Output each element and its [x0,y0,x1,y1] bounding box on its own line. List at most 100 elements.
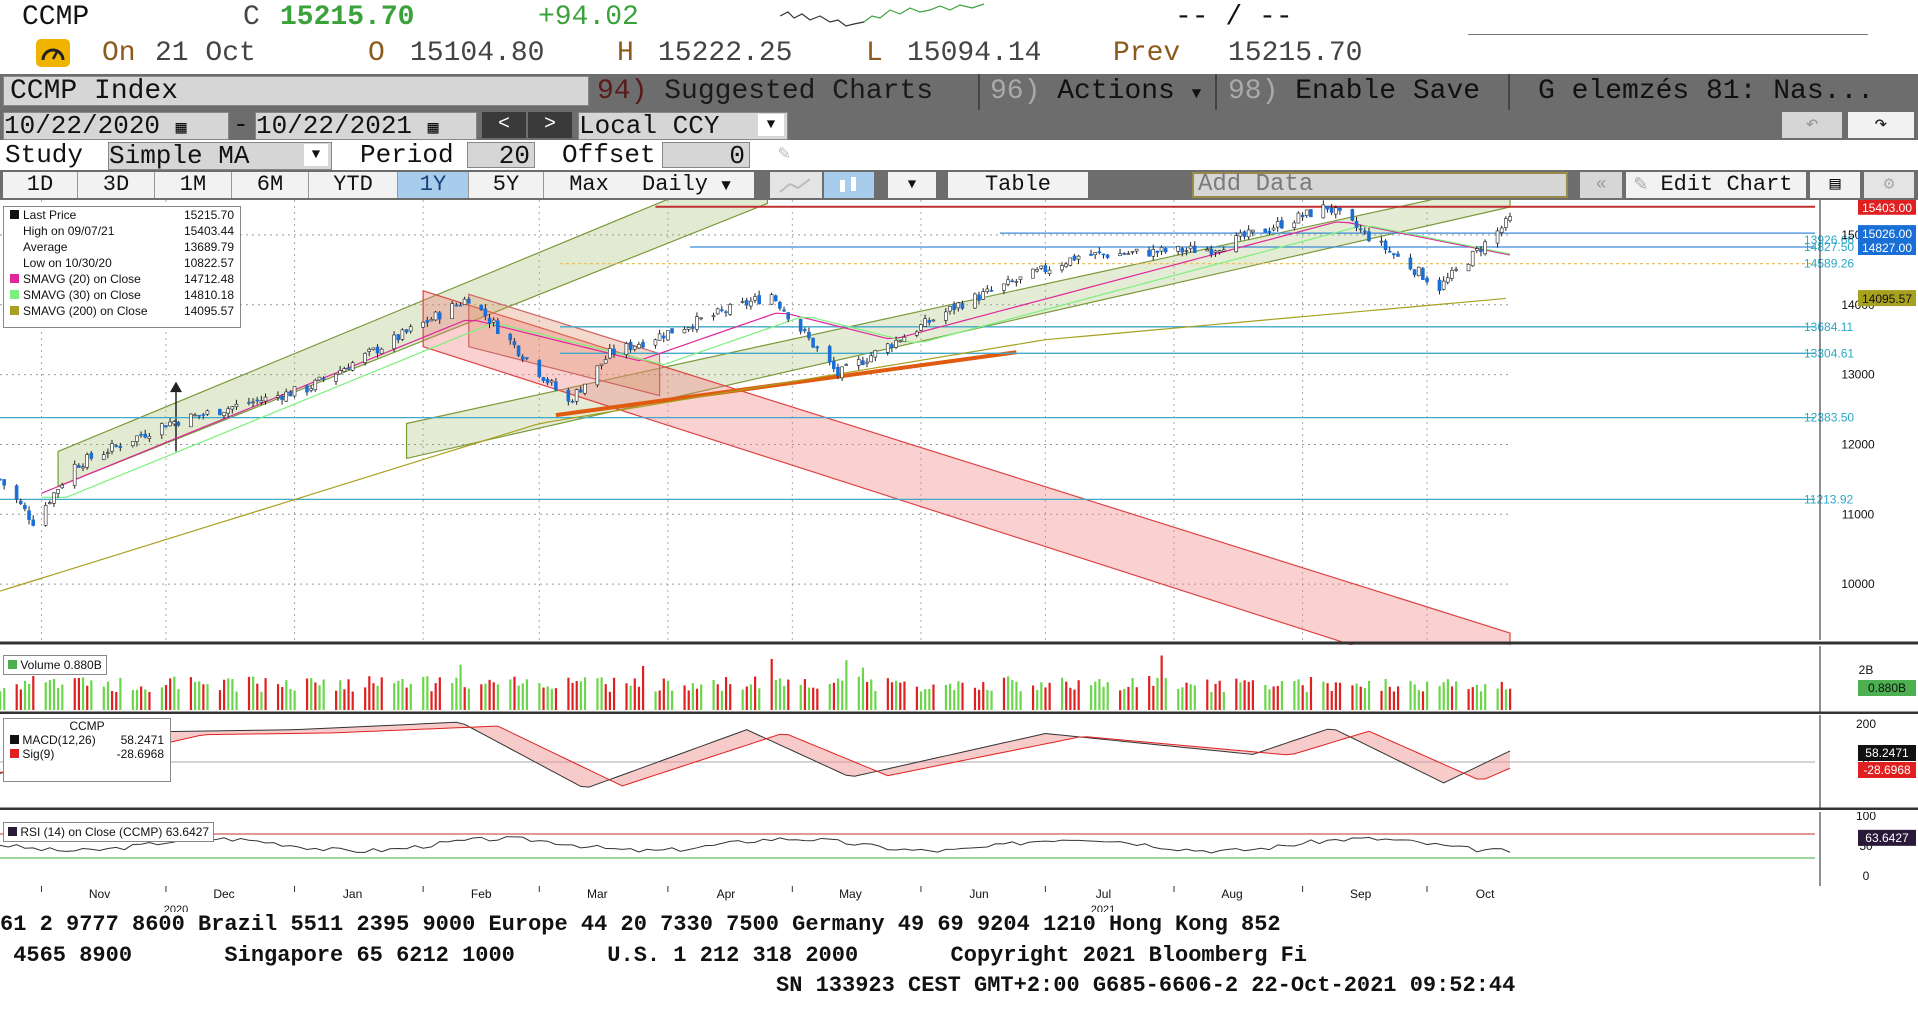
scroll-left-button[interactable]: < [482,112,526,138]
timeframe-5y[interactable]: 5Y [469,172,544,198]
timeframe-1m[interactable]: 1M [155,172,232,198]
volume-bar [990,690,993,710]
chevron-down-icon[interactable]: ▼ [758,114,784,136]
start-date-field[interactable]: 10/22/2020 ▦ [3,112,229,140]
high-value: 15222.25 [658,38,793,69]
edit-chart-button[interactable]: ✎ Edit Chart [1626,172,1806,198]
calendar-icon[interactable]: ▦ [427,119,439,139]
uptrend-channel [57,200,769,488]
volume-bar [1193,685,1196,710]
volume-bar [1413,684,1416,710]
volume-bar [741,689,744,710]
candle-body [931,319,936,322]
candle-chart-icon[interactable] [824,172,874,198]
timeframe-ytd[interactable]: YTD [309,172,398,198]
timeframe-1y[interactable]: 1Y [398,172,469,198]
end-date-field[interactable]: 10/22/2021 ▦ [255,112,477,140]
x-tick-label: Sep [1350,887,1372,901]
volume-bar [870,679,873,710]
line-chart-icon[interactable] [770,172,822,198]
legend-swatch [10,306,19,315]
table-button[interactable]: Table [948,172,1088,198]
volume-bar [1094,681,1097,710]
candle-body [740,300,745,303]
x-tick-label: May [839,887,862,901]
redo-icon[interactable]: ↷ [1848,112,1914,138]
currency-select[interactable]: Local CCY [578,112,788,140]
volume-bar [1060,677,1064,710]
volume-bar [339,680,342,710]
signal-value: -28.6968 [116,747,164,761]
on-label: On [102,38,136,69]
collapse-icon[interactable]: « [1580,172,1622,198]
candle-body [836,366,840,377]
candle-body [1450,270,1454,279]
candle-body [608,348,612,359]
chevron-down-icon[interactable]: ▼ [888,172,936,198]
pencil-icon[interactable]: ✎ [778,143,791,166]
calendar-icon[interactable]: ▦ [175,119,187,139]
candle-body [628,341,633,351]
candle-body [1275,221,1280,228]
candle-body [844,364,849,366]
volume-bar [223,679,226,710]
study-select[interactable]: Simple MA [108,142,332,170]
legend-row: High on 09/07/21 15403.44 [4,223,240,239]
chart-settings-icon[interactable]: ▤ [1810,172,1860,198]
candle-body [1130,251,1135,253]
enable-save-button[interactable]: 98) Enable Save [1228,74,1508,110]
timeframe-1d[interactable]: 1D [3,172,78,198]
candle-body [832,360,836,370]
candle-body [106,452,110,455]
volume-bar [1011,679,1014,710]
offset-input[interactable]: 0 [662,142,750,169]
candle-body [280,395,284,401]
candle-body [1234,235,1239,253]
candle-body [1089,253,1093,256]
actions-button[interactable]: 96) Actions ▼ [990,74,1215,110]
volume-bar [662,678,665,710]
volume-bar [1148,676,1151,710]
volume-bar [924,689,927,710]
chevron-down-icon[interactable]: ▼ [304,144,328,166]
candle-body [1217,250,1222,253]
volume-bar [1272,686,1275,710]
price-tag: 14827.00 [1858,239,1916,256]
volume-swatch [8,660,17,669]
periodicity-select[interactable]: Daily ▼ [632,172,754,198]
speedometer-icon[interactable] [36,39,70,67]
candle-body [894,339,898,348]
volume-bar [227,678,230,710]
candle-body [317,376,322,381]
volume-bar [231,679,234,710]
scroll-right-button[interactable]: > [528,112,572,138]
signal-line [0,725,1511,787]
price-tag-bg [1858,200,1916,215]
candle-body [72,463,77,486]
volume-bar [32,676,35,710]
volume-bar [426,676,429,710]
undo-icon[interactable]: ↶ [1782,112,1842,138]
period-input[interactable]: 20 [467,142,535,169]
volume-bar [691,683,694,710]
timeframe-6m[interactable]: 6M [232,172,309,198]
add-data-input[interactable]: Add Data [1192,172,1568,198]
legend-value: 15215.70 [183,208,234,222]
suggested-charts-button[interactable]: 94) Suggested Charts [597,74,975,110]
chart-name[interactable]: G elemzés 81: Nas... [1538,76,1875,107]
candle-body [1441,280,1446,290]
close-value: 15215.70 [280,2,415,33]
volume-bar [247,676,251,710]
volume-bar [1164,678,1167,710]
timeframe-max[interactable]: Max [544,172,635,198]
security-field[interactable]: CCMP Index [3,76,589,107]
legend-swatch [10,274,19,283]
x-tick-label: Apr [717,887,736,901]
candle-body [1043,265,1048,273]
timeframe-3d[interactable]: 3D [78,172,155,198]
gear-icon[interactable]: ⚙ [1864,172,1914,198]
candle-body [1097,251,1102,254]
study-type: Simple MA [109,141,250,171]
volume-bar [770,658,773,710]
